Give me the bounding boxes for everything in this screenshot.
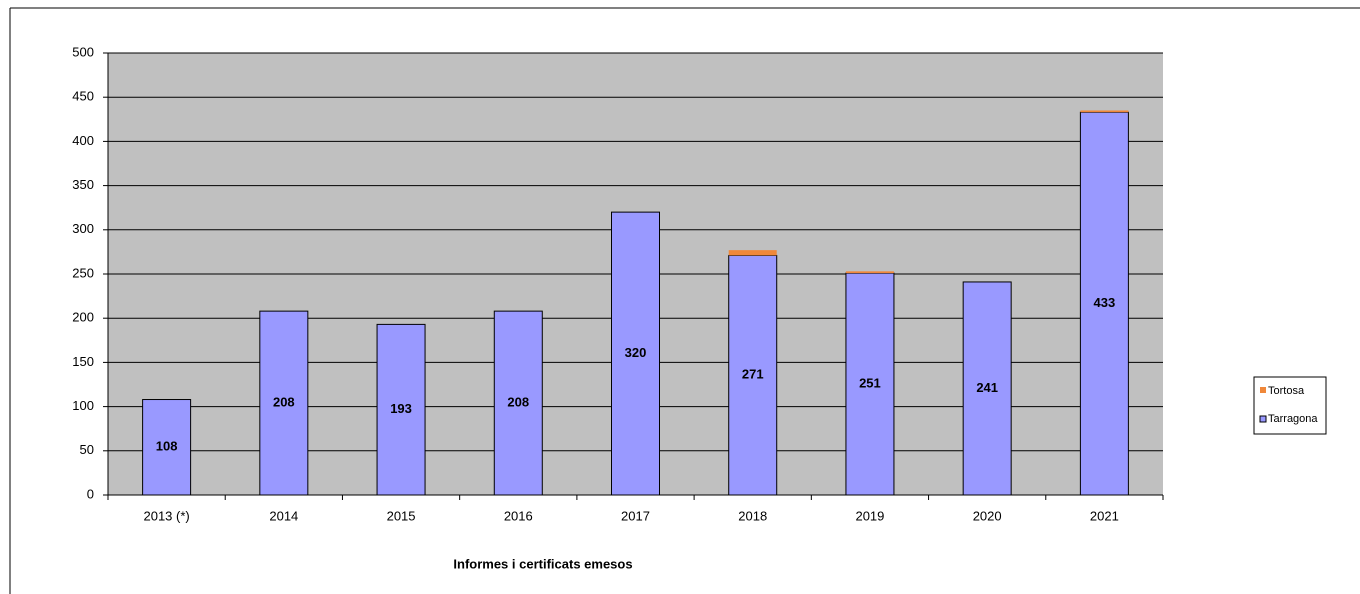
bar bbox=[259, 310, 309, 496]
data-label: 320 bbox=[625, 345, 647, 360]
legend-label: Tortosa bbox=[1268, 385, 1305, 397]
bar bbox=[493, 310, 543, 496]
bar bbox=[1080, 110, 1129, 113]
x-tick-label: 2019 bbox=[855, 508, 884, 523]
y-tick-label: 0 bbox=[87, 486, 94, 501]
bar bbox=[845, 271, 894, 274]
x-axis-title: Informes i certificats emesos bbox=[453, 556, 632, 571]
y-tick-label: 200 bbox=[72, 310, 94, 325]
y-tick-label: 500 bbox=[72, 44, 94, 59]
x-tick-label: 2014 bbox=[269, 508, 298, 523]
legend-swatch bbox=[1260, 387, 1266, 393]
y-tick-label: 150 bbox=[72, 354, 94, 369]
y-tick-label: 100 bbox=[72, 398, 94, 413]
y-tick-label: 250 bbox=[72, 265, 94, 280]
data-label: 193 bbox=[390, 401, 412, 416]
x-tick-label: 2021 bbox=[1090, 508, 1119, 523]
legend-swatch bbox=[1259, 415, 1267, 423]
y-tick-label: 300 bbox=[72, 221, 94, 236]
data-label: 241 bbox=[976, 380, 998, 395]
bar bbox=[142, 399, 192, 496]
bar bbox=[1079, 111, 1129, 496]
bar bbox=[962, 281, 1012, 496]
y-tick-label: 50 bbox=[80, 442, 94, 457]
y-tick-label: 450 bbox=[72, 89, 94, 104]
x-tick-label: 2017 bbox=[621, 508, 650, 523]
data-label: 433 bbox=[1094, 295, 1116, 310]
bar bbox=[845, 272, 895, 496]
data-label: 251 bbox=[859, 375, 881, 390]
bar bbox=[728, 254, 778, 496]
x-tick-label: 2013 (*) bbox=[143, 508, 189, 523]
x-tick-label: 2018 bbox=[738, 508, 767, 523]
data-label: 271 bbox=[742, 367, 764, 382]
x-tick-label: 2016 bbox=[504, 508, 533, 523]
data-label: 208 bbox=[273, 395, 295, 410]
x-tick-label: 2020 bbox=[973, 508, 1002, 523]
y-tick-label: 350 bbox=[72, 177, 94, 192]
y-tick-label: 400 bbox=[72, 133, 94, 148]
data-label: 208 bbox=[507, 395, 529, 410]
legend-label: Tarragona bbox=[1268, 413, 1318, 425]
bar bbox=[376, 323, 426, 496]
legend-box bbox=[1253, 376, 1327, 435]
bar bbox=[611, 211, 660, 496]
data-label: 108 bbox=[156, 439, 178, 454]
x-tick-label: 2015 bbox=[387, 508, 416, 523]
bar bbox=[728, 250, 777, 256]
